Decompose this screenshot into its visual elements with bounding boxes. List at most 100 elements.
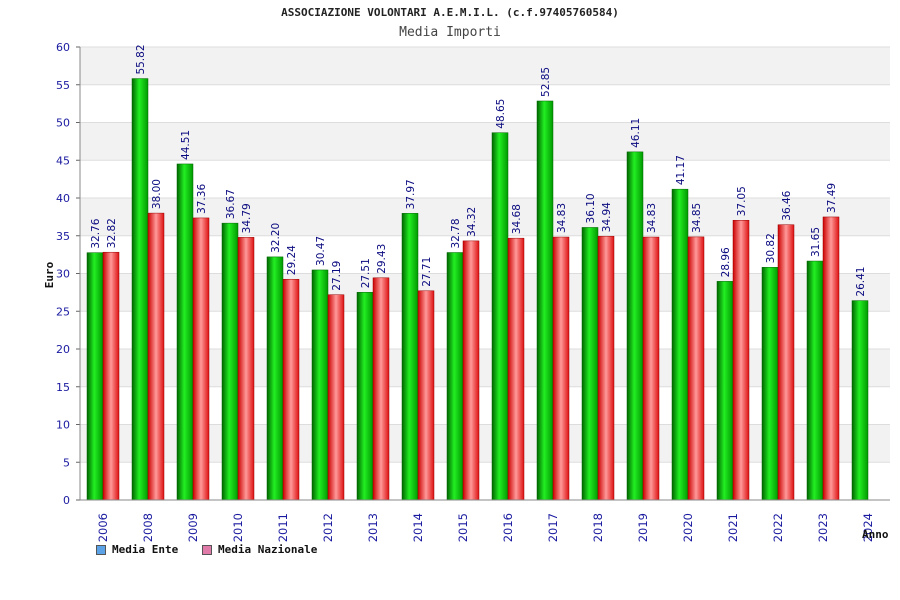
chart-subtitle: Media Importi: [399, 25, 501, 40]
data-label: 46.11: [630, 118, 642, 148]
bar-ente: [401, 213, 419, 501]
grid-band: [80, 122, 890, 161]
y-tick-label: 55: [56, 79, 70, 92]
bar-ente: [851, 300, 869, 501]
bar-nazionale: [192, 217, 210, 501]
x-tick-label: 2014: [411, 513, 425, 542]
bar-ente: [311, 269, 329, 501]
y-tick-label: 30: [56, 268, 70, 281]
bar-ente: [761, 267, 779, 501]
data-label: 29.43: [376, 244, 388, 274]
bar-nazionale: [597, 235, 615, 501]
bar-ente: [671, 188, 689, 501]
x-tick-label: 2021: [726, 513, 740, 542]
x-tick-label: 2008: [141, 513, 155, 542]
data-label: 37.49: [826, 183, 838, 213]
x-tick-label: 2024: [861, 513, 875, 542]
y-tick-label: 10: [56, 419, 70, 432]
bar-nazionale: [327, 294, 345, 501]
legend-item-ente: Media Ente: [96, 543, 178, 556]
data-label: 32.78: [450, 218, 462, 248]
bar-nazionale: [777, 224, 795, 501]
legend-swatch-nazionale: [202, 544, 212, 555]
data-label: 31.65: [810, 227, 822, 257]
bar-nazionale: [237, 237, 255, 501]
y-tick-label: 60: [56, 41, 70, 54]
grid-band: [80, 198, 890, 236]
x-tick-label: 2016: [501, 513, 515, 542]
y-tick-label: 5: [63, 456, 70, 469]
y-tick-label: 25: [56, 305, 70, 318]
x-tick-label: 2012: [321, 513, 335, 542]
data-label: 30.82: [765, 233, 777, 263]
x-tick-label: 2011: [276, 513, 290, 542]
data-label: 26.41: [855, 267, 867, 297]
data-label: 44.51: [180, 130, 192, 160]
legend-item-nazionale: Media Nazionale: [202, 543, 317, 556]
bar-nazionale: [282, 278, 300, 501]
data-label: 27.71: [421, 257, 433, 287]
data-label: 34.94: [601, 202, 613, 232]
bar-ente: [626, 151, 644, 501]
data-label: 32.76: [90, 218, 102, 248]
data-label: 34.83: [646, 203, 658, 233]
legend-label-nazionale: Media Nazionale: [218, 543, 318, 556]
bar-ente: [536, 100, 554, 501]
bar-ente: [356, 292, 374, 501]
x-tick-label: 2023: [816, 513, 830, 542]
data-label: 41.17: [675, 155, 687, 185]
data-label: 30.47: [315, 236, 327, 266]
bar-ente: [86, 252, 104, 501]
bar-nazionale: [507, 237, 525, 501]
bar-nazionale: [732, 220, 750, 501]
x-axis-label: Anno: [862, 528, 889, 541]
y-tick-label: 45: [56, 154, 70, 167]
bar-nazionale: [642, 236, 660, 501]
data-label: 27.19: [331, 261, 343, 291]
bar-ente: [446, 252, 464, 501]
y-tick-label: 20: [56, 343, 70, 356]
data-label: 55.82: [135, 44, 147, 74]
x-tick-label: 2017: [546, 513, 560, 542]
data-label: 27.51: [360, 258, 372, 288]
data-label: 37.05: [736, 186, 748, 216]
data-label: 32.20: [270, 223, 282, 253]
data-label: 29.24: [286, 245, 298, 275]
data-label: 36.46: [781, 190, 793, 220]
x-tick-label: 2009: [186, 513, 200, 542]
grid-band: [80, 273, 890, 312]
data-label: 34.68: [511, 204, 523, 234]
bar-nazionale: [372, 277, 390, 501]
x-tick-label: 2013: [366, 513, 380, 542]
data-label: 36.10: [585, 193, 597, 223]
bar-nazionale: [822, 216, 840, 501]
x-tick-label: 2022: [771, 513, 785, 542]
data-label: 34.32: [466, 207, 478, 237]
grid-band: [80, 349, 890, 387]
bar-ente: [266, 256, 284, 501]
data-label: 34.79: [241, 203, 253, 233]
data-label: 34.85: [691, 203, 703, 233]
data-label: 32.82: [106, 218, 118, 248]
y-axis-label: Euro: [43, 261, 56, 288]
x-tick-label: 2010: [231, 513, 245, 542]
bar-ente: [131, 78, 149, 501]
y-tick-label: 0: [63, 494, 70, 507]
data-label: 52.85: [540, 67, 552, 97]
bar-nazionale: [417, 290, 435, 501]
data-label: 37.36: [196, 184, 208, 214]
data-label: 36.67: [225, 189, 237, 219]
x-tick-label: 2015: [456, 513, 470, 542]
bar-ente: [221, 222, 239, 501]
data-label: 48.65: [495, 99, 507, 129]
data-label: 38.00: [151, 179, 163, 209]
bar-nazionale: [102, 251, 120, 501]
y-tick-label: 40: [56, 192, 70, 205]
bar-nazionale: [552, 236, 570, 501]
x-tick-label: 2020: [681, 513, 695, 542]
y-tick-label: 50: [56, 117, 70, 130]
bar-nazionale: [147, 212, 165, 501]
y-tick-label: 15: [56, 381, 70, 394]
bar-nazionale: [462, 240, 480, 501]
